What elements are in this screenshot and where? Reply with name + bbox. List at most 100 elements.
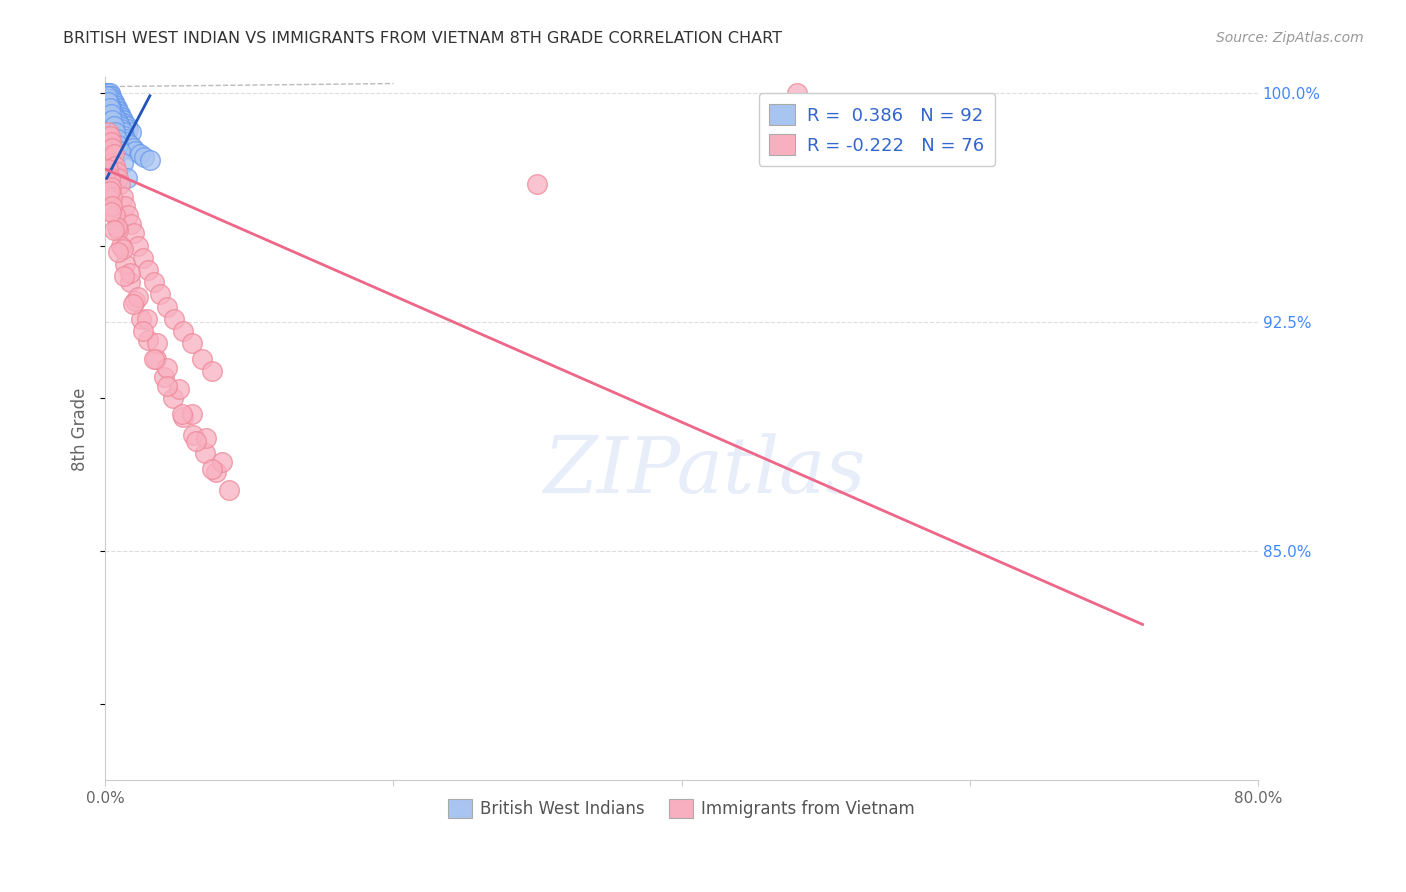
Point [100, 104, 122, 119]
Point [153, 370, 176, 384]
Point [103, 101, 125, 115]
Point [156, 300, 179, 314]
Point [98, 101, 121, 115]
Point [101, 92, 124, 106]
Point [111, 156, 134, 170]
Point [120, 217, 142, 231]
Point [103, 120, 125, 134]
Point [97, 101, 120, 115]
Point [100, 88, 122, 103]
Point [108, 113, 131, 128]
Point [105, 107, 128, 121]
Point [96, 88, 118, 103]
Point [98, 86, 121, 100]
Point [184, 434, 207, 448]
Point [98, 171, 121, 186]
Point [124, 293, 146, 308]
Point [103, 95, 125, 109]
Point [114, 257, 136, 271]
Point [190, 351, 212, 366]
Point [108, 120, 131, 134]
Point [211, 455, 233, 469]
Point [107, 244, 129, 259]
Point [97, 125, 120, 139]
Point [115, 135, 138, 149]
Text: Source: ZipAtlas.com: Source: ZipAtlas.com [1216, 31, 1364, 45]
Point [96, 92, 118, 106]
Point [104, 208, 127, 222]
Point [98, 144, 121, 158]
Point [100, 205, 122, 219]
Point [121, 141, 143, 155]
Point [97, 88, 120, 103]
Point [107, 171, 129, 186]
Point [97, 98, 120, 112]
Point [122, 227, 145, 241]
Point [107, 104, 129, 119]
Point [104, 101, 127, 115]
Point [205, 465, 228, 479]
Point [138, 263, 160, 277]
Point [111, 113, 134, 128]
Point [105, 101, 128, 115]
Point [101, 141, 124, 155]
Point [131, 251, 153, 265]
Point [117, 208, 139, 222]
Point [111, 189, 134, 203]
Point [132, 150, 155, 164]
Point [111, 125, 134, 139]
Point [180, 407, 202, 421]
Point [96, 86, 118, 100]
Point [100, 101, 122, 115]
Point [104, 104, 127, 119]
Point [97, 95, 120, 109]
Point [100, 92, 122, 106]
Text: BRITISH WEST INDIAN VS IMMIGRANTS FROM VIETNAM 8TH GRADE CORRELATION CHART: BRITISH WEST INDIAN VS IMMIGRANTS FROM V… [63, 31, 782, 46]
Point [108, 178, 131, 192]
Point [146, 336, 169, 351]
Legend: British West Indians, Immigrants from Vietnam: British West Indians, Immigrants from Vi… [441, 792, 921, 825]
Point [97, 88, 120, 103]
Point [112, 269, 135, 284]
Point [101, 156, 124, 170]
Point [112, 116, 135, 130]
Point [96, 131, 118, 145]
Point [98, 98, 121, 112]
Point [110, 122, 132, 136]
Point [96, 86, 118, 100]
Point [96, 86, 118, 100]
Point [117, 122, 139, 136]
Point [145, 351, 167, 366]
Point [149, 287, 172, 301]
Point [101, 98, 124, 112]
Point [156, 379, 179, 393]
Point [194, 446, 217, 460]
Point [786, 86, 808, 100]
Point [98, 88, 121, 103]
Point [172, 324, 194, 338]
Point [127, 238, 149, 252]
Point [107, 223, 129, 237]
Point [167, 382, 190, 396]
Point [143, 351, 166, 366]
Point [115, 120, 138, 134]
Point [114, 199, 136, 213]
Point [108, 144, 131, 158]
Point [101, 199, 124, 213]
Point [112, 128, 135, 143]
Point [98, 101, 121, 115]
Point [100, 107, 122, 121]
Point [107, 107, 129, 121]
Point [103, 107, 125, 121]
Point [129, 311, 152, 326]
Point [526, 178, 548, 192]
Point [111, 242, 134, 256]
Point [97, 95, 120, 109]
Point [100, 95, 122, 109]
Point [108, 107, 131, 121]
Point [105, 113, 128, 128]
Point [101, 101, 124, 115]
Point [105, 220, 128, 235]
Point [105, 131, 128, 145]
Point [100, 101, 122, 115]
